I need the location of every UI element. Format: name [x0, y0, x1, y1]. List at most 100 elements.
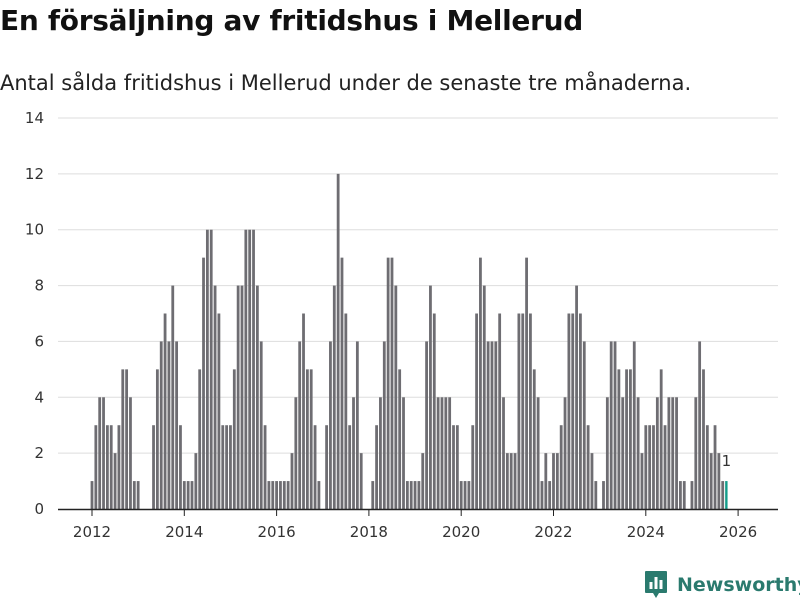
x-tick-label: 2026 [719, 523, 757, 541]
bar [536, 397, 540, 509]
bar [394, 285, 398, 509]
bar [717, 453, 721, 509]
bar [509, 453, 513, 509]
bar [221, 425, 225, 509]
x-tick-label: 2016 [258, 523, 296, 541]
bar [336, 173, 340, 510]
newsworthy-icon [645, 571, 667, 598]
bar [205, 229, 209, 509]
bar [159, 341, 163, 509]
bar [467, 481, 471, 509]
bar [532, 369, 536, 509]
bar [179, 425, 182, 509]
bar [663, 425, 667, 509]
bar [652, 425, 655, 509]
bar [594, 481, 598, 509]
bar [182, 481, 186, 509]
bar [648, 425, 652, 509]
bar [248, 229, 252, 509]
bar [575, 285, 578, 509]
bar [194, 453, 198, 509]
x-axis-ticks: 2012 2014 2016 2018 2020 2022 2024 2026 [73, 509, 757, 541]
bar [544, 453, 548, 509]
bar [613, 341, 617, 509]
bar [229, 425, 232, 509]
bar [213, 285, 217, 509]
highlight-value-label: 1 [722, 452, 732, 470]
bar [636, 397, 640, 509]
x-tick-label: 2012 [73, 523, 111, 541]
bar [502, 397, 505, 509]
bar [625, 369, 628, 509]
bar [694, 397, 698, 509]
bar [317, 481, 321, 509]
bar [90, 481, 94, 509]
bar [286, 481, 290, 509]
bar [232, 369, 236, 509]
bar [421, 453, 425, 509]
bar [190, 481, 194, 509]
x-tick-label: 2020 [442, 523, 480, 541]
bar [155, 369, 159, 509]
y-axis-ticks: 0 2 4 6 8 10 12 14 [25, 109, 44, 518]
chart-title: En försäljning av fritidshus i Mellerud [0, 4, 583, 37]
bar [555, 453, 559, 509]
bar [452, 425, 455, 509]
bar [567, 313, 571, 509]
bar [617, 369, 621, 509]
bar [175, 341, 179, 509]
bar [236, 285, 240, 509]
bar [136, 481, 140, 509]
bar [375, 425, 378, 509]
bar [340, 257, 344, 509]
bar [471, 425, 475, 509]
bar [429, 285, 432, 509]
bar [113, 453, 117, 509]
bar [294, 397, 298, 509]
bar [455, 425, 459, 509]
bar [325, 425, 328, 509]
bar [282, 481, 286, 509]
bar [486, 341, 490, 509]
bar [129, 397, 132, 509]
bar [121, 369, 125, 509]
bar [309, 369, 313, 509]
bar [632, 341, 636, 509]
y-tick-label: 6 [34, 332, 44, 350]
bar [713, 425, 717, 509]
bar-series [90, 173, 728, 510]
bar [448, 397, 452, 509]
bar [125, 369, 129, 509]
bar [355, 341, 359, 509]
bar [475, 313, 478, 509]
bar [413, 481, 417, 509]
bar [459, 481, 463, 509]
y-tick-label: 8 [34, 277, 44, 295]
bar [425, 341, 428, 509]
bar [305, 369, 309, 509]
bar [117, 425, 121, 509]
bar [463, 481, 467, 509]
bar [371, 481, 375, 509]
bar [436, 397, 440, 509]
bar [482, 285, 486, 509]
bar [505, 453, 509, 509]
bar [240, 285, 244, 509]
bar [586, 425, 590, 509]
bar [352, 397, 355, 509]
bar [405, 481, 409, 509]
bar [513, 453, 517, 509]
bar [605, 397, 609, 509]
bar [98, 397, 102, 509]
bar [259, 341, 263, 509]
bar [163, 313, 167, 509]
bar [698, 341, 702, 509]
bar-chart: 0 2 4 6 8 10 12 14 2012 2014 2016 2018 2020 2022 2024… [25, 109, 778, 541]
bar [409, 481, 413, 509]
bar [563, 397, 567, 509]
bar [444, 397, 448, 509]
bar [390, 257, 394, 509]
bar [440, 397, 444, 509]
bar [517, 313, 521, 509]
bar [490, 341, 494, 509]
